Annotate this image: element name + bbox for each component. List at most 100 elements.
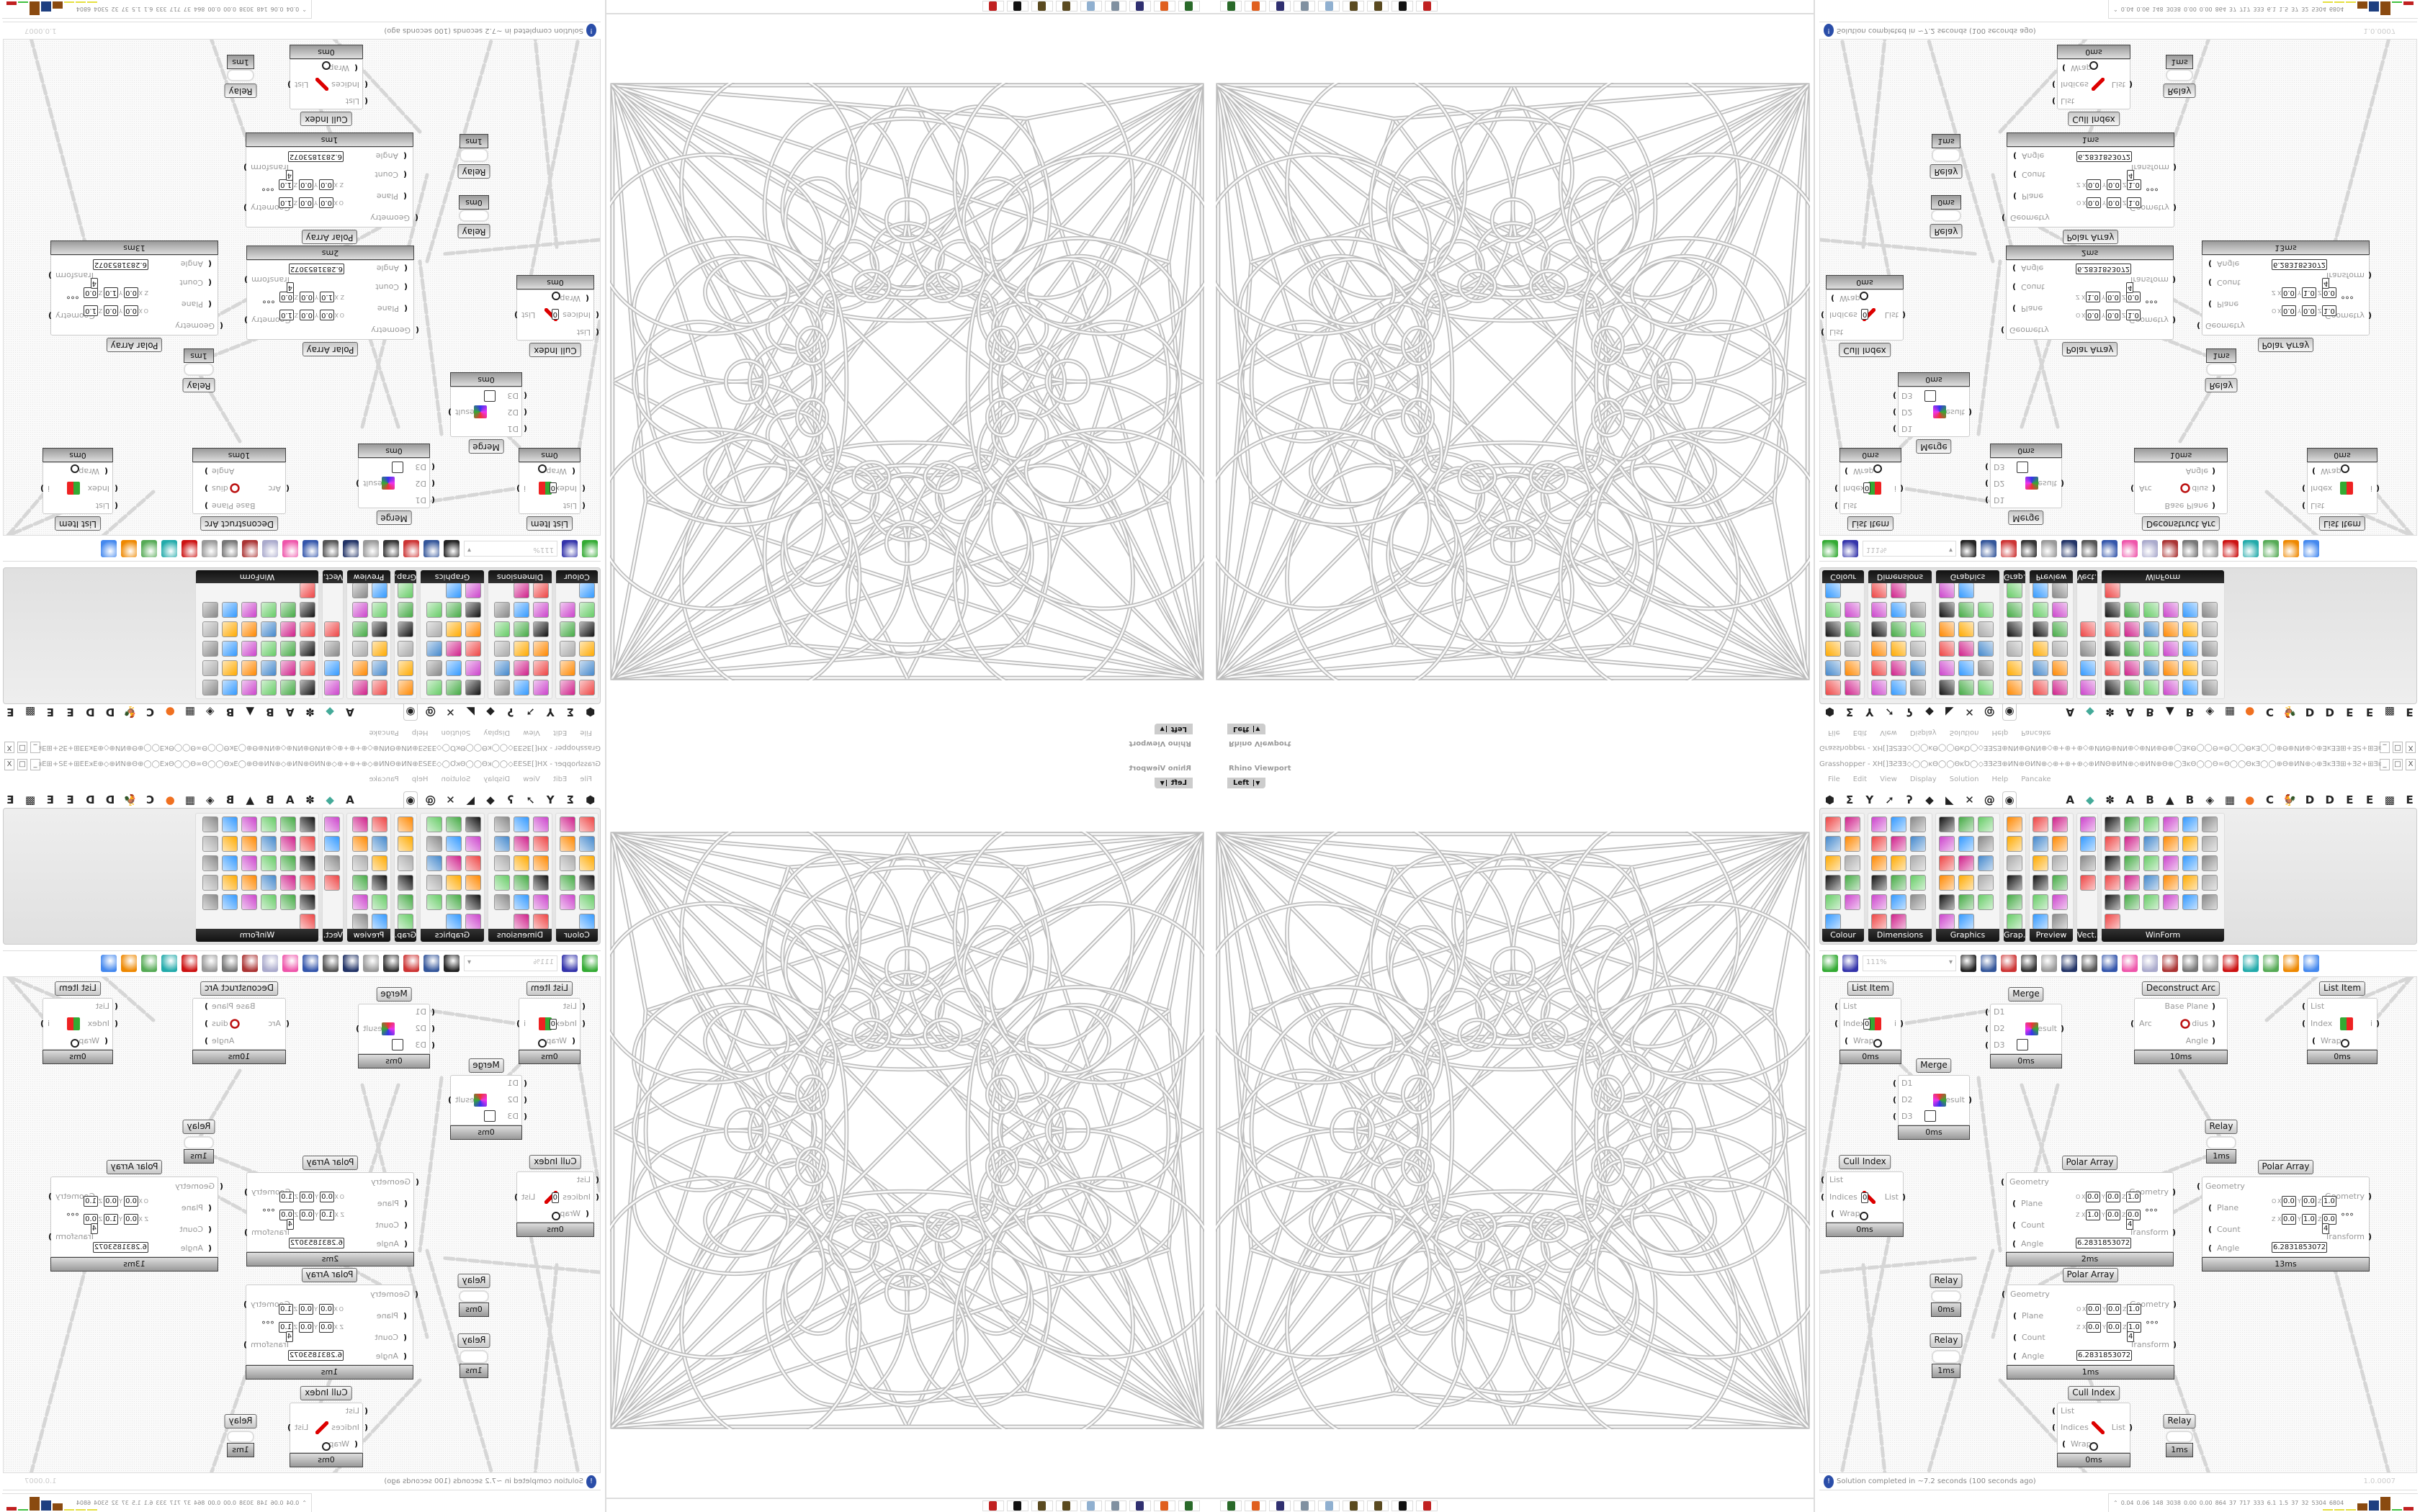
chevron-down-icon[interactable]: ▼ (1253, 780, 1260, 786)
component-icon[interactable] (398, 816, 413, 832)
port-i[interactable]: i (1894, 484, 1896, 493)
component-icon[interactable] (1978, 602, 1994, 618)
component-icon[interactable] (2007, 680, 2022, 696)
plane-zaxis-y[interactable]: 1.0 (2302, 287, 2316, 298)
component-icon[interactable] (579, 816, 595, 832)
component-icon[interactable] (2033, 894, 2048, 910)
d3-input-box[interactable] (1924, 390, 1936, 402)
grasshopper-icon[interactable] (982, 1, 1004, 12)
plane-origin-y[interactable]: 0.0 (2107, 197, 2121, 208)
port-count[interactable]: Count (179, 1225, 203, 1234)
component-icon[interactable] (2007, 836, 2022, 852)
menu-help[interactable]: Help (1991, 775, 2009, 783)
port-d3[interactable]: D3 (1893, 1112, 1913, 1121)
component-icon[interactable] (1958, 621, 1974, 637)
component-title[interactable]: Merge (1916, 439, 1952, 454)
component-icon[interactable] (1891, 660, 1906, 676)
port-wrap[interactable]: Wrap (560, 294, 581, 303)
component-icon[interactable] (300, 875, 315, 891)
port-d3[interactable]: D3 (416, 1040, 426, 1050)
component-icon[interactable] (261, 836, 277, 852)
wrap-toggle[interactable] (71, 464, 79, 473)
zoom-input[interactable]: 111% (1863, 541, 1956, 557)
wrap-toggle[interactable] (2089, 61, 2098, 70)
component-icon[interactable] (494, 875, 510, 891)
component-title[interactable]: Relay (2205, 378, 2238, 392)
component-title[interactable]: Relay (224, 1414, 257, 1428)
component-icon[interactable] (2124, 836, 2140, 852)
component-title[interactable]: Relay (457, 164, 490, 179)
component-icon[interactable] (494, 836, 510, 852)
component-title[interactable]: Cull Index (2068, 112, 2120, 126)
d3-input-box[interactable] (1924, 1110, 1936, 1122)
at-icon[interactable] (363, 954, 379, 972)
component-title[interactable]: Merge (468, 1058, 504, 1073)
component-icon[interactable] (560, 836, 575, 852)
component-icon[interactable] (1978, 816, 1994, 832)
component-icon[interactable] (514, 660, 529, 676)
rhino-icon[interactable] (1392, 1500, 1413, 1511)
component-icon[interactable] (426, 660, 442, 676)
component-icon[interactable] (426, 602, 442, 618)
component-body[interactable]: D1D2D3Result (1990, 458, 2062, 508)
grasshopper-canvas[interactable]: List ItemListIndexWrapi00msMergeD1D2D3Re… (3, 976, 601, 1473)
notepad-icon[interactable] (1318, 1, 1340, 12)
plane-zaxis-x[interactable]: 0.0 (124, 287, 138, 298)
teal-shape-icon[interactable] (161, 540, 177, 558)
port-base-plane[interactable]: Base Plane (2165, 1002, 2216, 1011)
component-icon[interactable] (1939, 836, 1955, 852)
port-list[interactable]: List (346, 1406, 359, 1416)
y-branch-icon[interactable]: Y (1865, 793, 1874, 806)
y-branch-icon[interactable]: Y (1865, 706, 1874, 719)
component-icon[interactable] (2080, 680, 2096, 696)
port-i[interactable]: i (2370, 1019, 2380, 1028)
angle-value[interactable]: 6.2831853072 (2272, 259, 2328, 270)
component-icon[interactable] (494, 621, 510, 637)
tab-16[interactable]: ▩ (25, 706, 36, 719)
tab-10[interactable]: C (146, 793, 155, 806)
chevron-up-icon[interactable]: ⌃ (2113, 1500, 2118, 1506)
component-body[interactable]: ListIndexWrapi0 (1839, 462, 1901, 514)
plane-zaxis-x[interactable]: 0.0 (2282, 287, 2296, 298)
cross-icon[interactable]: ✕ (446, 706, 455, 719)
component-icon[interactable] (1871, 641, 1887, 657)
port-d1[interactable]: D1 (1893, 1079, 1913, 1088)
port-list[interactable]: List (1821, 1175, 1843, 1184)
minimize-button[interactable]: _ (2380, 759, 2390, 770)
component-icon[interactable] (241, 660, 257, 676)
tab-9[interactable]: ● (2245, 793, 2255, 806)
document-icon[interactable] (1105, 1, 1126, 12)
mesh-icon[interactable]: ◣ (1945, 706, 1954, 719)
plane-origin-x[interactable]: 0.0 (2087, 197, 2101, 208)
tab-14[interactable]: E (2346, 706, 2354, 719)
component-icon[interactable] (352, 894, 368, 910)
plane-origin-y[interactable]: 0.0 (2302, 305, 2316, 316)
index-value[interactable]: 0 (1863, 482, 1871, 493)
component-icon[interactable] (300, 816, 315, 832)
component-icon[interactable] (324, 621, 340, 637)
ribbon-group-label[interactable]: Dimensions (488, 570, 552, 583)
component-body[interactable] (1931, 1290, 1961, 1302)
component-icon[interactable] (2052, 875, 2068, 891)
tab-2[interactable]: ✽ (305, 793, 315, 806)
surface-icon[interactable]: ◆ (1925, 706, 1934, 719)
component-icon[interactable] (1871, 816, 1887, 832)
tab-9[interactable]: ● (165, 706, 175, 719)
ribbon-group-label[interactable]: WinForm (2102, 929, 2224, 942)
component-icon[interactable] (2182, 855, 2198, 871)
component-icon[interactable] (514, 602, 529, 618)
component-icon[interactable] (2163, 894, 2179, 910)
wrap-toggle[interactable] (2341, 1039, 2349, 1048)
menu-pancake[interactable]: Pancake (369, 729, 399, 737)
component-icon[interactable] (1845, 875, 1860, 891)
component-icon[interactable] (2052, 660, 2068, 676)
component-title[interactable]: Deconstruct Arc (200, 516, 279, 531)
count-value[interactable]: 4 (285, 170, 293, 181)
port-indices[interactable]: Indices (1829, 311, 1857, 320)
component-icon[interactable] (1939, 582, 1955, 598)
port-index[interactable]: Index (555, 484, 577, 493)
mesh-icon[interactable]: ◣ (466, 793, 475, 806)
port-count[interactable]: Count (2217, 278, 2241, 287)
